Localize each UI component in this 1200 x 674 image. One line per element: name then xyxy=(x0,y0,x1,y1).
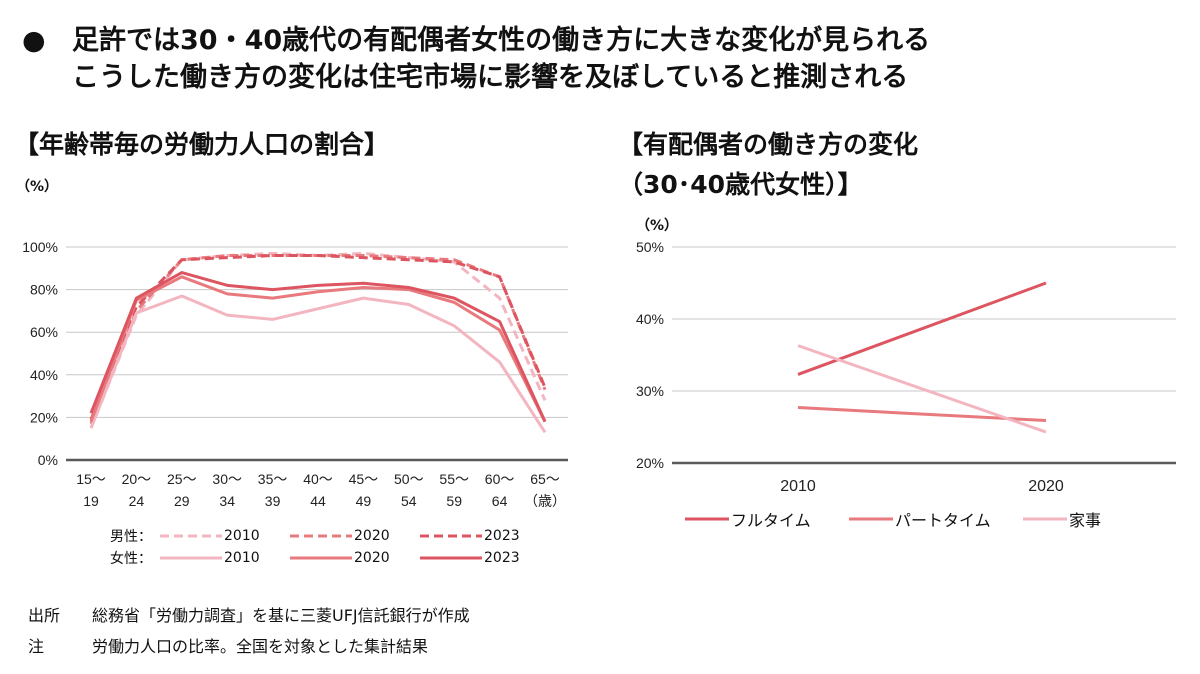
legend-year-male-2010: 2010 xyxy=(224,528,260,544)
x-tick-label: 40～ xyxy=(303,471,333,487)
legend-row-male: 男性： 2010 2020 2023 xyxy=(110,525,520,547)
x-tick-label: 39 xyxy=(265,493,281,509)
headline-line-1: 足許では30・40歳代の有配偶者女性の働き方に大きな変化が見られる xyxy=(72,25,931,56)
x-tick-label: 44 xyxy=(310,493,326,509)
legend-swatch-female-2023 xyxy=(420,556,482,560)
series-line-4 xyxy=(89,275,547,423)
x-tick-label: 64 xyxy=(492,493,508,509)
y-tick-label: 20% xyxy=(30,409,58,425)
x-tick-label: 60～ xyxy=(485,471,515,487)
series-line-0 xyxy=(89,251,547,429)
left-unit-label: （%） xyxy=(16,179,59,195)
legend-year-male-2023: 2023 xyxy=(484,528,520,544)
legend-label-parttime: パートタイム xyxy=(895,511,991,530)
work-style-change-chart: 20% 30% 40% 50% 2010 2020 xyxy=(636,239,1176,495)
legend-swatch-parttime xyxy=(849,517,893,521)
x-tick-label: 30～ xyxy=(212,471,242,487)
y-tick-label: 80% xyxy=(30,282,58,298)
headline-bullet: ● xyxy=(22,25,46,56)
age-labor-force-chart: 0% 20% 40% 60% 80% 100% 15～ 19 20～ 24 25～ 29 30～ 34 35… xyxy=(22,239,568,509)
x-tick-label: 54 xyxy=(401,493,417,509)
headline-line-2: こうした働き方の変化は住宅市場に影響を及ぼしていると推測される xyxy=(72,62,909,93)
series-line-5 xyxy=(89,271,547,423)
x-tick-label: 35～ xyxy=(258,471,288,487)
x-tick-label: 49 xyxy=(356,493,372,509)
x-tick-label: 19 xyxy=(83,493,99,509)
series-line-2 xyxy=(797,344,1047,434)
x-tick-label: 25～ xyxy=(167,471,197,487)
x-tick-label: 2010 xyxy=(780,478,816,495)
legend-year-male-2020: 2020 xyxy=(354,528,390,544)
series-line-2 xyxy=(89,254,547,421)
right-section-title-line-2: （30･40歳代女性）】 xyxy=(618,170,863,199)
x-tick-label: 45～ xyxy=(349,471,379,487)
legend-swatch-male-2020 xyxy=(290,534,352,538)
source-text: 総務省「労働力調査」を基に三菱UFJ信託銀行が作成 xyxy=(92,606,470,625)
legend-swatch-male-2023 xyxy=(420,534,482,538)
left-section-title: 【年齢帯毎の労働力人口の割合】 xyxy=(14,130,390,159)
x-tick-label: 29 xyxy=(174,493,190,509)
legend-female-label: 女性： xyxy=(110,551,152,567)
series-line-0 xyxy=(797,281,1047,376)
series-line-3 xyxy=(89,294,547,434)
legend-year-female-2010: 2010 xyxy=(224,550,260,566)
y-tick-label: 20% xyxy=(636,455,664,471)
x-tick-label: 50～ xyxy=(394,471,424,487)
y-tick-label: 0% xyxy=(38,452,58,468)
y-tick-label: 60% xyxy=(30,324,58,340)
y-tick-label: 100% xyxy=(22,239,58,255)
legend-year-female-2020: 2020 xyxy=(354,550,390,566)
y-tick-label: 30% xyxy=(636,383,664,399)
legend-row-female: 女性： 2010 2020 2023 xyxy=(110,547,520,569)
x-tick-label: （歳） xyxy=(524,493,566,509)
legend-swatch-female-2020 xyxy=(290,556,352,560)
y-tick-label: 50% xyxy=(636,239,664,255)
note-text: 労働力人口の比率。全国を対象とした集計結果 xyxy=(92,637,429,656)
left-legend: 男性： 2010 2020 2023 女性： 2010 2020 2023 xyxy=(110,525,520,569)
legend-label-fulltime: フルタイム xyxy=(731,511,811,530)
x-tick-label: 55～ xyxy=(439,471,469,487)
legend-swatch-female-2010 xyxy=(160,556,222,560)
y-tick-label: 40% xyxy=(30,367,58,383)
x-tick-label: 65～ xyxy=(530,471,560,487)
right-legend: フルタイム パートタイム 家事 xyxy=(685,508,1101,530)
note-label: 注 xyxy=(28,637,45,656)
legend-year-female-2023: 2023 xyxy=(484,550,520,566)
x-tick-label: 34 xyxy=(219,493,235,509)
y-tick-label: 40% xyxy=(636,311,664,327)
x-tick-label: 59 xyxy=(446,493,462,509)
right-section-title-line-1: 【有配偶者の働き方の変化 xyxy=(618,130,919,159)
legend-swatch-fulltime xyxy=(685,517,729,521)
legend-label-housework: 家事 xyxy=(1069,511,1102,530)
x-tick-label: 24 xyxy=(129,493,145,509)
x-tick-label: 2020 xyxy=(1028,478,1064,495)
legend-swatch-housework xyxy=(1023,517,1067,521)
x-tick-label: 15～ xyxy=(76,471,106,487)
legend-male-label: 男性： xyxy=(110,529,152,545)
right-unit-label: （%） xyxy=(636,218,679,234)
source-label: 出所 xyxy=(28,606,61,625)
legend-swatch-male-2010 xyxy=(160,534,222,538)
x-tick-label: 20～ xyxy=(122,471,152,487)
